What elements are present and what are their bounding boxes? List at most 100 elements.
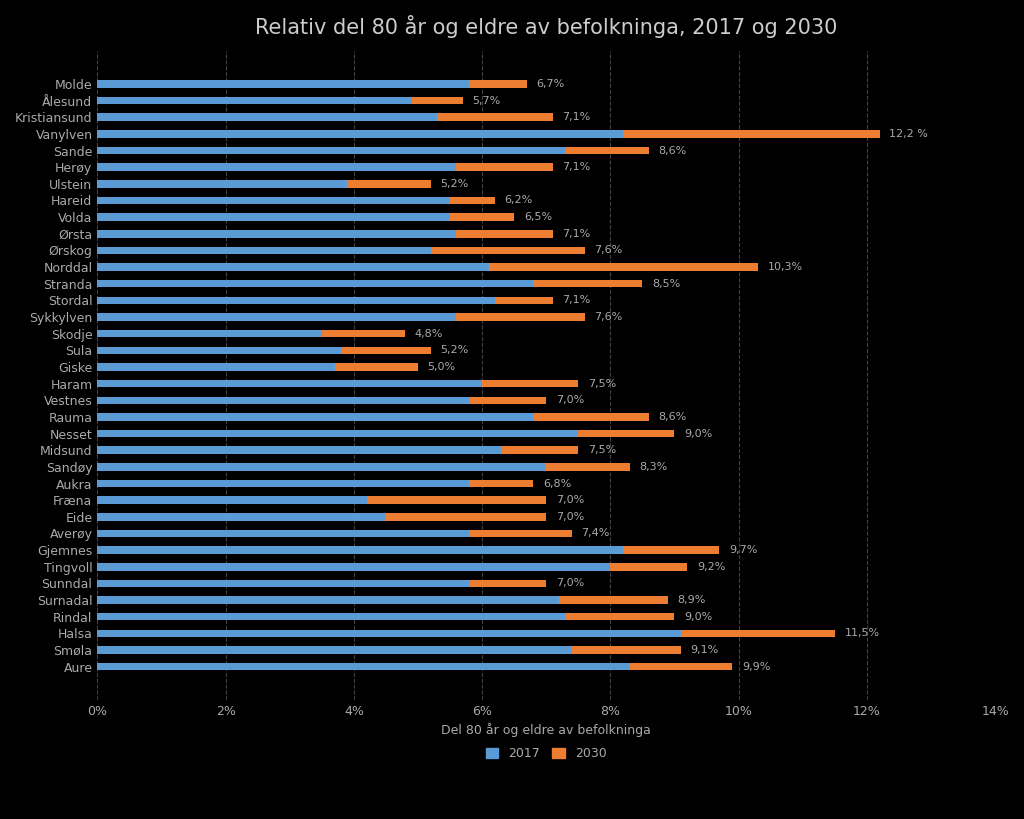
Text: 5,2%: 5,2%: [440, 346, 469, 355]
Bar: [97, 230, 457, 238]
Bar: [457, 314, 585, 321]
Text: 6,2%: 6,2%: [505, 196, 532, 206]
Text: 7,0%: 7,0%: [556, 396, 584, 405]
Bar: [341, 346, 431, 354]
Bar: [97, 596, 559, 604]
Bar: [97, 164, 457, 171]
Bar: [97, 563, 610, 571]
Bar: [534, 280, 642, 287]
Text: 7,6%: 7,6%: [594, 312, 623, 322]
Text: 4,8%: 4,8%: [415, 328, 443, 339]
Bar: [367, 496, 546, 504]
Bar: [97, 264, 488, 271]
Bar: [546, 463, 630, 471]
Bar: [347, 180, 431, 188]
Bar: [97, 330, 322, 337]
Bar: [97, 364, 335, 371]
Bar: [630, 663, 732, 671]
Bar: [469, 80, 527, 88]
Bar: [386, 513, 546, 521]
Bar: [97, 446, 502, 454]
Text: 7,0%: 7,0%: [556, 578, 584, 588]
Text: 9,7%: 9,7%: [729, 545, 758, 555]
Bar: [97, 430, 579, 437]
Text: 6,5%: 6,5%: [524, 212, 552, 222]
Bar: [335, 364, 418, 371]
Text: 5,7%: 5,7%: [472, 96, 501, 106]
Bar: [624, 130, 880, 138]
Legend: 2017, 2030: 2017, 2030: [480, 742, 611, 765]
X-axis label: Del 80 år og eldre av befolkninga: Del 80 år og eldre av befolkninga: [441, 723, 651, 737]
Bar: [451, 197, 495, 204]
Bar: [469, 396, 546, 404]
Title: Relativ del 80 år og eldre av befolkninga, 2017 og 2030: Relativ del 80 år og eldre av befolkning…: [255, 15, 838, 38]
Text: 8,3%: 8,3%: [639, 462, 668, 472]
Bar: [571, 646, 681, 654]
Bar: [97, 463, 546, 471]
Bar: [579, 430, 675, 437]
Bar: [437, 114, 553, 121]
Bar: [412, 97, 463, 104]
Text: 8,6%: 8,6%: [658, 412, 687, 422]
Bar: [97, 496, 367, 504]
Text: 6,8%: 6,8%: [543, 478, 571, 488]
Bar: [97, 513, 386, 521]
Bar: [97, 580, 469, 587]
Bar: [97, 646, 571, 654]
Bar: [488, 264, 758, 271]
Bar: [97, 630, 681, 637]
Text: 9,2%: 9,2%: [697, 562, 725, 572]
Text: 7,1%: 7,1%: [562, 229, 591, 239]
Bar: [97, 247, 431, 254]
Bar: [97, 314, 457, 321]
Bar: [97, 214, 451, 221]
Text: 7,4%: 7,4%: [582, 528, 610, 538]
Text: 7,0%: 7,0%: [556, 495, 584, 505]
Bar: [565, 147, 649, 154]
Text: 8,9%: 8,9%: [678, 595, 707, 605]
Bar: [451, 214, 514, 221]
Bar: [502, 446, 579, 454]
Text: 9,0%: 9,0%: [684, 612, 713, 622]
Bar: [97, 280, 534, 287]
Text: 5,2%: 5,2%: [440, 179, 469, 189]
Text: 7,1%: 7,1%: [562, 112, 591, 122]
Bar: [431, 247, 585, 254]
Bar: [97, 346, 341, 354]
Bar: [97, 380, 482, 387]
Text: 7,5%: 7,5%: [588, 446, 616, 455]
Text: 11,5%: 11,5%: [845, 628, 880, 638]
Text: 7,1%: 7,1%: [562, 162, 591, 172]
Bar: [97, 396, 469, 404]
Bar: [97, 114, 437, 121]
Bar: [482, 380, 579, 387]
Bar: [457, 230, 553, 238]
Bar: [534, 413, 649, 421]
Bar: [559, 596, 668, 604]
Text: 7,1%: 7,1%: [562, 296, 591, 305]
Bar: [97, 197, 451, 204]
Bar: [97, 80, 469, 88]
Text: 7,6%: 7,6%: [594, 246, 623, 256]
Text: 12,2 %: 12,2 %: [889, 129, 928, 139]
Text: 8,5%: 8,5%: [652, 278, 680, 289]
Bar: [97, 97, 412, 104]
Bar: [97, 180, 347, 188]
Bar: [97, 530, 469, 537]
Bar: [610, 563, 687, 571]
Bar: [469, 480, 534, 487]
Bar: [495, 296, 553, 304]
Text: 9,9%: 9,9%: [741, 662, 770, 672]
Text: 5,0%: 5,0%: [428, 362, 456, 372]
Bar: [97, 613, 565, 621]
Bar: [681, 630, 835, 637]
Text: 9,0%: 9,0%: [684, 428, 713, 438]
Bar: [469, 580, 546, 587]
Bar: [624, 546, 720, 554]
Bar: [97, 480, 469, 487]
Bar: [97, 296, 495, 304]
Bar: [565, 613, 675, 621]
Bar: [457, 164, 553, 171]
Text: 7,5%: 7,5%: [588, 378, 616, 389]
Text: 10,3%: 10,3%: [767, 262, 803, 272]
